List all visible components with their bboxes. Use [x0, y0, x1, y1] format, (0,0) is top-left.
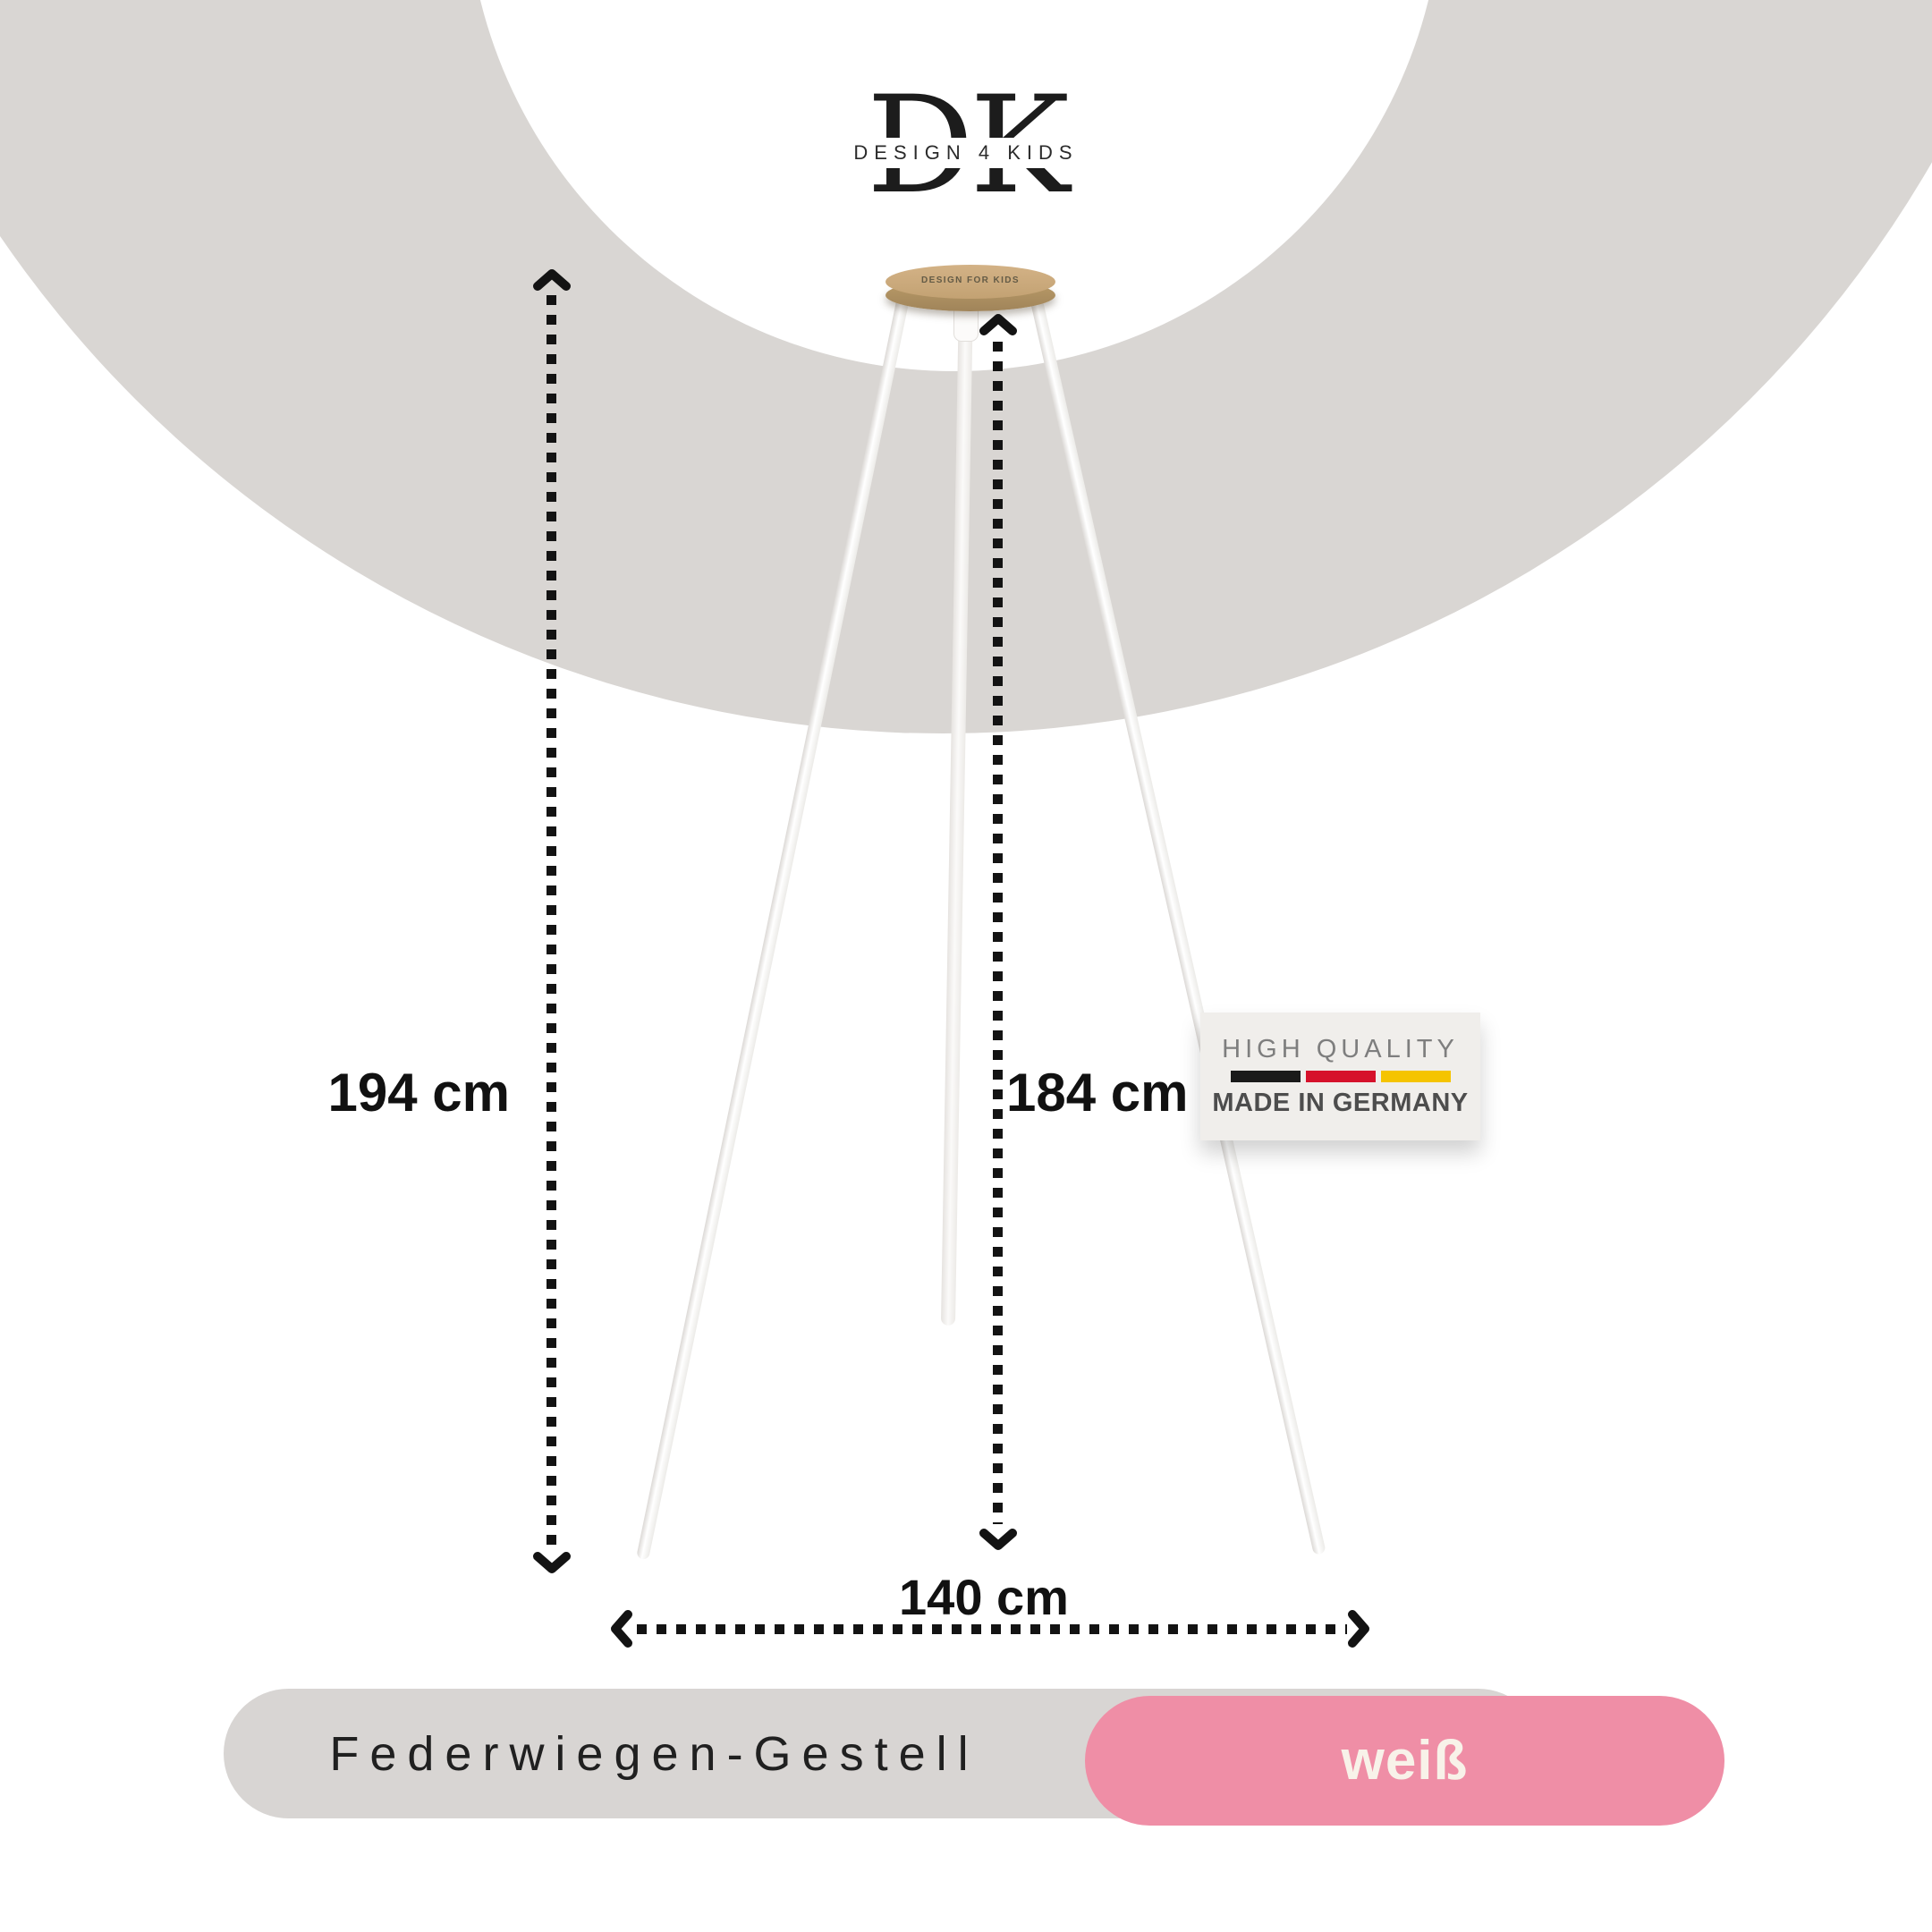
german-flag-bar	[1230, 1071, 1451, 1082]
dimension-line-inner-height	[993, 342, 1003, 1524]
flag-red-segment	[1305, 1071, 1376, 1082]
dimension-label-inner-height: 184 cm	[1006, 1063, 1189, 1123]
product-name-label: Federwiegen-Gestell	[329, 1726, 979, 1781]
arrow-down-icon	[533, 1552, 571, 1573]
quality-badge: HIGH QUALITY MADE IN GERMANY	[1200, 1013, 1480, 1140]
dimension-label-total-height: 194 cm	[327, 1063, 511, 1123]
arrow-up-icon	[533, 269, 571, 291]
brand-logo: DK DESIGN 4 KIDS	[823, 79, 1109, 231]
quality-badge-subtitle: MADE IN GERMANY	[1212, 1089, 1469, 1117]
dimension-label-width: 140 cm	[899, 1569, 1069, 1625]
quality-badge-title: HIGH QUALITY	[1222, 1035, 1459, 1063]
color-variant-label: weiß	[1341, 1730, 1469, 1792]
arrow-right-icon	[1348, 1610, 1369, 1648]
wooden-top-plate: DESIGN FOR KIDS	[886, 265, 1055, 299]
arrow-up-icon	[979, 314, 1017, 335]
flag-gold-segment	[1380, 1071, 1451, 1082]
flag-black-segment	[1230, 1071, 1301, 1082]
brand-tagline: DESIGN 4 KIDS	[844, 138, 1088, 168]
dimension-line-total-height	[547, 295, 556, 1547]
arrow-down-icon	[979, 1529, 1017, 1550]
arrow-left-icon	[611, 1610, 632, 1648]
color-variant-pill: weiß	[1085, 1696, 1724, 1826]
dimension-line-width	[637, 1624, 1347, 1634]
plate-brand-text: DESIGN FOR KIDS	[921, 275, 1020, 285]
